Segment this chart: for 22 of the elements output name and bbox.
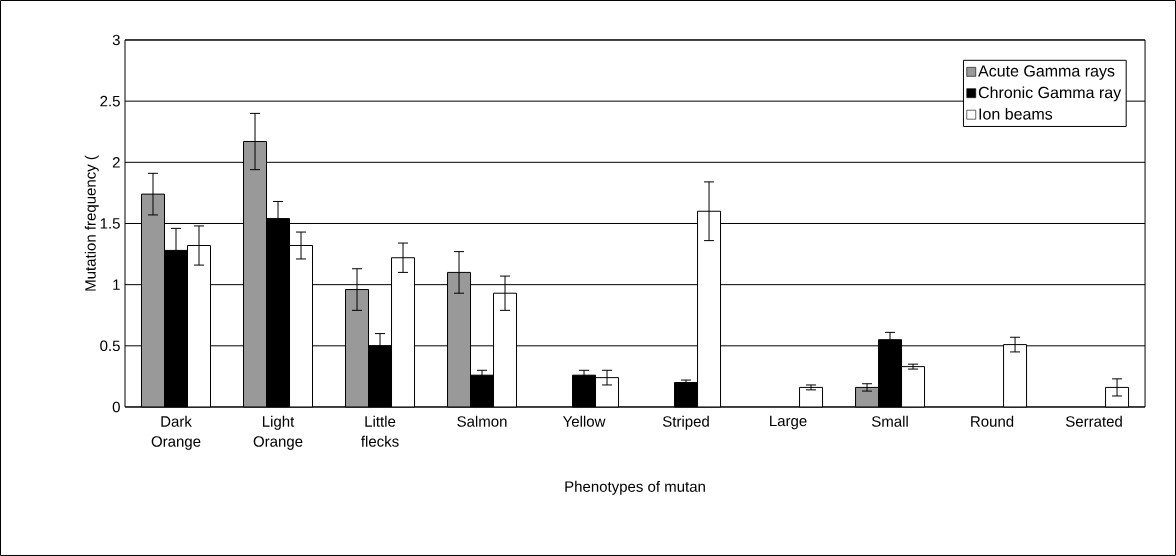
x-tick-label: Salmon — [457, 415, 507, 427]
x-tick-label: Serrated — [1065, 415, 1122, 427]
y-tick-label: 1.5 — [100, 218, 120, 229]
y-axis-title: Mutation frequency ( — [84, 155, 99, 291]
y-tick-label: 0.5 — [100, 340, 120, 352]
x-tick-label: Large — [770, 415, 807, 430]
x-tick-label: Dark Orange — [151, 415, 201, 450]
x-tick-label: Little flecks — [361, 415, 399, 447]
y-tick-label: 3 — [112, 34, 120, 46]
x-tick-label: Striped — [662, 415, 709, 430]
x-tick-label: Small — [871, 415, 908, 427]
y-tick-label: 2.5 — [100, 95, 120, 107]
y-tick-label: 0 — [112, 401, 120, 413]
x-tick-label: Yellow — [562, 415, 606, 427]
y-tick-label: 1 — [113, 279, 120, 290]
legend-label: Acute Gamma rays — [978, 65, 1115, 80]
x-tick-label: Light Orange — [253, 415, 303, 450]
legend-label: Ion beams — [979, 107, 1053, 120]
x-tick-label: Round — [971, 415, 1014, 427]
x-axis-title: Phenotypes of mutan — [565, 480, 705, 495]
legend-label: Chronic Gamma ray — [978, 86, 1122, 102]
y-tick-label: 2 — [112, 157, 120, 168]
